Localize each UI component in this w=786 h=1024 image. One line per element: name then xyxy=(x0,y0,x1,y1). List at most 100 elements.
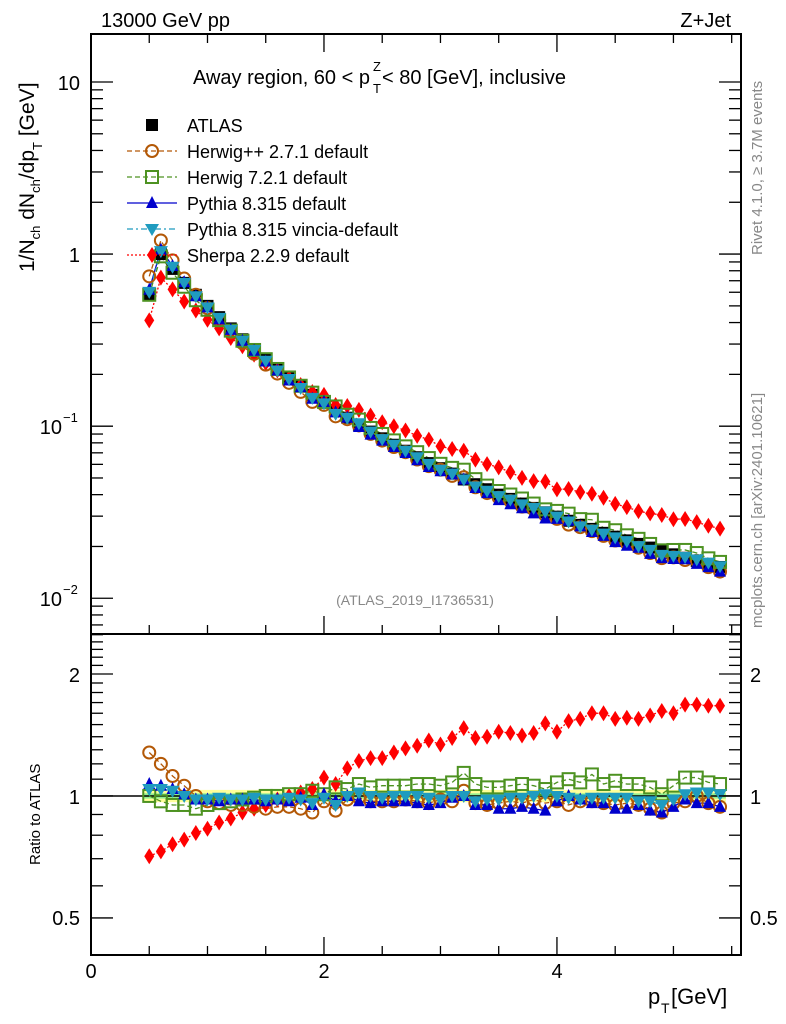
ratio-point-5 xyxy=(621,709,632,726)
series-line-4 xyxy=(148,249,721,567)
ratio-point-3 xyxy=(702,796,715,809)
ratio-point-5 xyxy=(703,697,714,714)
series-line-3 xyxy=(148,248,721,573)
ratio-point-2 xyxy=(608,773,623,788)
ratio-point-5 xyxy=(353,752,364,769)
point-4 xyxy=(142,286,157,299)
ratio-point-4 xyxy=(328,799,343,812)
ratio-point-4 xyxy=(386,790,401,803)
ratio-point-5 xyxy=(610,710,621,727)
ratio-tick-0.5-right: 0.5 xyxy=(750,908,778,930)
legend-entry: Herwig 7.2.1 default xyxy=(127,168,347,188)
ratio-point-3 xyxy=(690,796,703,809)
ratio-point-4 xyxy=(643,796,658,809)
point-4 xyxy=(549,511,564,524)
ratio-point-4 xyxy=(235,794,250,807)
ratio-point-4 xyxy=(282,792,297,805)
point-5 xyxy=(505,464,516,481)
ratio-point-5 xyxy=(575,710,586,727)
ratio-point-4 xyxy=(351,787,366,800)
point-5 xyxy=(691,514,702,531)
legend: ATLAS Herwig++ 2.7.1 default Herwig 7.2.1 … xyxy=(127,116,398,266)
point-5 xyxy=(179,293,190,310)
point-5 xyxy=(645,505,656,522)
point-5 xyxy=(598,489,609,506)
main-plot-data xyxy=(142,233,728,579)
process-label: Z+Jet xyxy=(680,10,731,32)
ylabel-ch1: ch xyxy=(28,226,43,240)
ratio-point-5 xyxy=(680,696,691,713)
point-5 xyxy=(575,484,586,501)
ratio-point-4 xyxy=(223,794,238,807)
y-tick-0.1: 10 xyxy=(40,417,62,439)
ratio-point-5 xyxy=(586,705,597,722)
axis-ticks xyxy=(90,34,741,955)
ratio-point-5 xyxy=(691,696,702,713)
ratio-plot-data xyxy=(142,696,728,865)
ratio-point-2 xyxy=(561,772,576,787)
ratio-point-5 xyxy=(400,740,411,757)
point-4 xyxy=(153,246,168,259)
ratio-point-5 xyxy=(435,736,446,753)
ratio-tick-1-right: 1 xyxy=(750,787,761,809)
ratio-point-4 xyxy=(526,790,541,803)
legend-marker xyxy=(145,144,159,158)
point-4 xyxy=(480,485,495,498)
plot-title: Away region, 60 < p Z T < 80 [GeV], incl… xyxy=(193,59,566,96)
y-tick-1: 1 xyxy=(69,245,80,267)
ratio-point-4 xyxy=(456,790,471,803)
legend-label: Pythia 8.315 vincia-default xyxy=(187,220,398,240)
point-4 xyxy=(701,557,716,570)
ratio-point-4 xyxy=(491,794,506,807)
ratio-point-4 xyxy=(480,794,495,807)
point-4 xyxy=(351,418,366,431)
ratio-point-5 xyxy=(167,836,178,853)
analysis-id: (ATLAS_2019_I1736531) xyxy=(336,592,494,608)
title-sub: T xyxy=(373,81,381,96)
title-pre: Away region, 60 < p xyxy=(193,67,370,89)
ratio-point-4 xyxy=(713,789,728,802)
ratio-point-3 xyxy=(539,803,552,816)
point-5 xyxy=(551,481,562,498)
legend-entry: Pythia 8.315 vincia-default xyxy=(127,220,398,240)
ratio-y-tick-labels: 2 1 0.5 2 1 0.5 xyxy=(52,665,778,930)
ratio-point-3 xyxy=(644,803,657,816)
x-label-p: p xyxy=(648,984,660,1009)
mcplots-label: mcplots.cern.ch [arXiv:2401.10621] xyxy=(749,393,766,628)
title-sup: Z xyxy=(373,59,381,74)
point-5 xyxy=(365,407,376,424)
ratio-point-3 xyxy=(620,801,633,814)
ratio-point-5 xyxy=(237,804,248,821)
ratio-point-4 xyxy=(701,787,716,800)
point-5 xyxy=(715,520,726,537)
point-4 xyxy=(165,261,180,274)
point-4 xyxy=(177,277,192,290)
point-4 xyxy=(386,439,401,452)
point-5 xyxy=(155,269,166,286)
ratio-point-4 xyxy=(363,790,378,803)
point-4 xyxy=(258,355,273,368)
legend-label: Herwig++ 2.7.1 default xyxy=(187,142,368,162)
rivet-label: Rivet 4.1.0, ≥ 3.7M events xyxy=(749,81,766,255)
ratio-point-5 xyxy=(645,707,656,724)
series-line-5 xyxy=(148,276,721,530)
ratio-point-4 xyxy=(340,790,355,803)
ratio-point-3 xyxy=(609,801,622,814)
ratio-point-4 xyxy=(689,787,704,800)
legend-marker xyxy=(146,196,158,208)
point-5 xyxy=(400,422,411,439)
point-4 xyxy=(515,499,530,512)
point-5 xyxy=(540,473,551,490)
ratio-plot-frame xyxy=(90,633,742,956)
point-4 xyxy=(398,445,413,458)
point-5 xyxy=(144,312,155,329)
ratio-point-5 xyxy=(318,769,329,786)
ratio-point-4 xyxy=(584,792,599,805)
ratio-point-5 xyxy=(144,848,155,865)
ratio-point-4 xyxy=(142,784,157,797)
main-y-axis-label: 1/Nch dNch/dpT [GeV] xyxy=(16,82,45,272)
ratio-point-5 xyxy=(342,760,353,777)
ratio-point-4 xyxy=(503,792,518,805)
ratio-point-2 xyxy=(584,767,599,782)
point-4 xyxy=(654,549,669,562)
